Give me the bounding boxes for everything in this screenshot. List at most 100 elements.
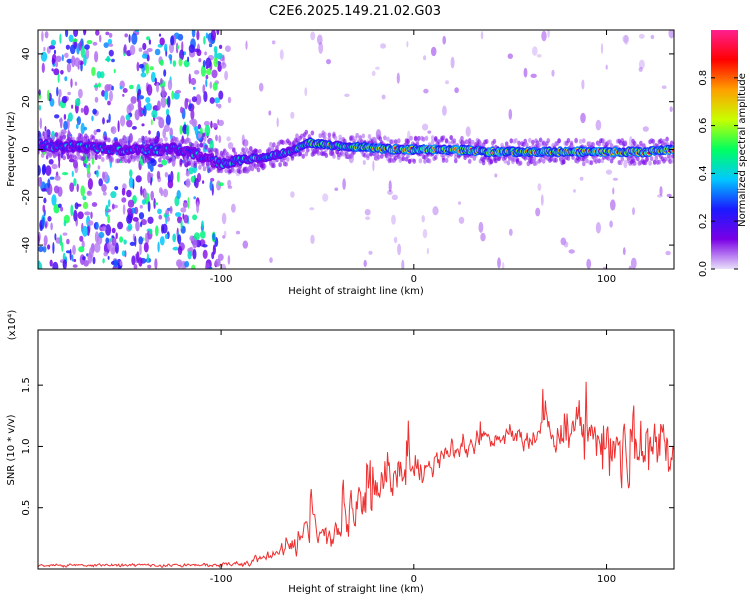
colorbar-tick-label: 0.2 <box>698 213 709 229</box>
spectrum-cell <box>133 263 138 269</box>
spectrum-cell <box>218 182 224 187</box>
spectrum-cell <box>238 169 242 175</box>
spectrum-cell <box>249 146 253 152</box>
spectrum-cell <box>38 89 41 96</box>
spectrum-cell <box>64 76 68 82</box>
spectrum-cell <box>362 160 366 165</box>
spectrum-cell <box>203 120 210 127</box>
spectrum-cell <box>528 137 532 143</box>
spectrum-cell <box>338 134 343 140</box>
spectrum-cell <box>165 212 168 225</box>
spectrum-cell <box>489 158 494 164</box>
spectrum-cell <box>66 62 72 73</box>
spectrum-cell <box>148 39 152 45</box>
spectrum-cell <box>342 178 346 190</box>
spectrum-cell <box>202 132 206 137</box>
spectrum-cell <box>209 97 215 104</box>
spectrum-cell <box>173 91 180 100</box>
spectrum-cell <box>47 244 51 250</box>
spectrum-cell <box>423 55 427 61</box>
spectrum-cell <box>610 199 616 211</box>
spectrum-cell <box>184 260 190 268</box>
spectrum-cell <box>471 139 475 145</box>
spectrum-cell <box>397 243 402 256</box>
spectrum-cell <box>250 166 255 172</box>
spectrum-cell <box>115 242 119 254</box>
spectrum-cell <box>376 154 381 160</box>
spectrum-cell <box>190 77 197 86</box>
spectrum-cell <box>309 207 315 211</box>
spectrum-cell <box>74 202 79 210</box>
spectrum-cell <box>434 137 438 143</box>
spectrum-cell <box>71 104 74 109</box>
spectrum-cell <box>310 31 316 41</box>
spectrum-cell <box>122 93 125 97</box>
spectrum-cell <box>215 103 219 107</box>
spectrum-cell <box>651 138 655 144</box>
spectrum-cell <box>286 156 290 162</box>
spectrum-cell <box>203 36 206 45</box>
spectrum-cell <box>69 182 75 192</box>
colorbar-ticks: 0.0 0.2 0.4 0.6 0.8 <box>698 70 738 277</box>
spectrum-cell <box>72 264 78 268</box>
snr-line <box>38 381 674 569</box>
spectrum-cell <box>172 60 177 67</box>
spectrum-cell <box>128 103 135 111</box>
spectrum-cell <box>447 141 452 147</box>
spectrum-cell <box>224 45 231 52</box>
spectrum-cell <box>579 176 584 181</box>
spectrum-cell <box>119 85 123 90</box>
spectrum-cell <box>164 233 169 240</box>
spectrum-cell <box>167 79 173 91</box>
spectrum-cell <box>393 236 398 244</box>
spectrum-cell <box>146 36 151 41</box>
spectrum-cell <box>47 178 51 189</box>
spectrum-cell <box>72 244 76 255</box>
spectrum-cell <box>210 147 214 153</box>
spectrum-cell <box>409 135 413 141</box>
spectrum-cell <box>127 199 135 208</box>
spectrum-cell <box>534 160 538 166</box>
spectrum-cell <box>59 234 63 246</box>
spectrum-cell <box>437 139 441 145</box>
spectrum-cell <box>156 170 161 180</box>
spectrum-cell <box>143 188 147 201</box>
spectrum-cell <box>622 247 626 256</box>
spectrum-cell <box>82 195 87 201</box>
spectrum-cell <box>159 138 164 143</box>
spectrum-cell <box>608 139 612 145</box>
spectrum-cell <box>157 208 162 215</box>
spectrum-cell <box>430 139 435 145</box>
spectrum-cell <box>73 258 77 263</box>
spectrum-cell <box>77 211 84 220</box>
spectrum-cell <box>669 106 673 112</box>
spectrum-cell <box>153 198 156 209</box>
spectrum-cell <box>62 232 68 236</box>
spectrum-cell <box>380 43 387 49</box>
spectrum-cell <box>148 130 151 135</box>
spectrum-cell <box>108 113 111 123</box>
spectrum-cell <box>427 130 432 134</box>
spectrum-cell <box>224 70 229 81</box>
spectrum-cell <box>111 85 114 91</box>
spectrum-cell <box>123 44 127 54</box>
spectrum-cell <box>191 30 196 38</box>
spectrum-cell <box>145 62 150 75</box>
spectrum-cell <box>166 216 170 222</box>
spectrum-cell <box>117 120 120 133</box>
spectrum-cell <box>87 190 91 195</box>
spectrum-cell <box>105 31 110 36</box>
spectrum-cell <box>110 126 117 135</box>
spectrum-cell <box>450 56 455 69</box>
spectrum-cell <box>179 49 185 61</box>
spectrum-cell <box>200 230 206 239</box>
spectrum-cell <box>48 159 54 165</box>
spectrum-cell <box>532 46 538 56</box>
spectrum-cell <box>167 95 171 108</box>
spectrum-cell <box>202 244 208 248</box>
spectrum-cell <box>226 136 231 142</box>
spectrum-cell <box>269 257 273 263</box>
spectrum-cell <box>78 88 83 99</box>
spectrogram-xlabel: Height of straight line (km) <box>288 286 424 297</box>
spectrum-cell <box>85 135 90 141</box>
